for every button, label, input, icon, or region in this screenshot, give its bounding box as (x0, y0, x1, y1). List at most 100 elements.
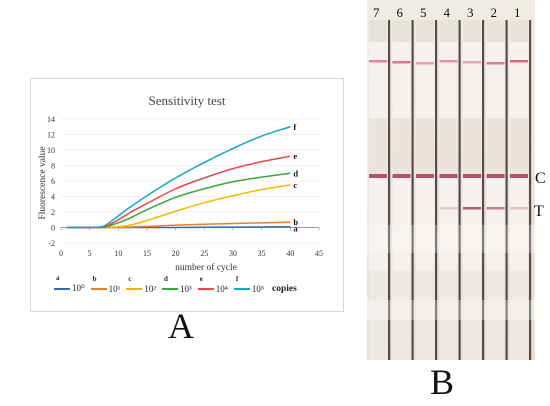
legend-swatch (54, 288, 70, 290)
strip-number-5: 5 (420, 5, 427, 20)
y-tick-label: 8 (51, 162, 55, 171)
y-tick-label: 6 (51, 177, 55, 186)
tick-labels: -2 0 2 4 6 8 10 12 14 0 5 10 15 20 25 30 35 40 45 (47, 115, 323, 258)
strip-upper-band (510, 60, 528, 63)
control-band (510, 174, 528, 178)
strip-number-6: 6 (396, 5, 404, 20)
strip-pad (463, 20, 481, 42)
curve-label-c: c (293, 180, 297, 190)
test-band (510, 207, 528, 210)
strip-edge (505, 20, 508, 360)
curve-labels: ab cde f (293, 122, 298, 234)
strip-edge (529, 20, 532, 360)
y-axis-label: Fluorescence value (38, 146, 48, 219)
x-tick-label: 5 (88, 249, 92, 258)
panel-a-label: A (168, 306, 194, 346)
strip-lower-pad (486, 270, 505, 360)
strip-lower-pad (463, 270, 481, 360)
x-tick-label: 30 (229, 249, 237, 258)
test-strip-5 (416, 20, 438, 360)
strips (367, 20, 535, 360)
strip-number-2: 2 (490, 5, 498, 20)
strip-number-7: 7 (373, 5, 380, 20)
strip-upper-band (486, 62, 505, 65)
control-band (439, 174, 458, 178)
strip-edge (435, 20, 438, 360)
y-tick-label: 10 (47, 146, 55, 155)
strip-upper-band (463, 61, 481, 64)
x-tick-label: 35 (258, 249, 266, 258)
legend-text: 10⁴ (215, 284, 228, 294)
test-line-label: T (534, 203, 544, 220)
strip-shade (439, 118, 458, 178)
legend-item-a: a 10⁰ (54, 274, 85, 294)
series-line-f (66, 126, 291, 229)
y-tick-label: 0 (51, 224, 55, 233)
curve-label-d: d (293, 168, 298, 178)
control-band (486, 174, 505, 178)
strip-lower-pad (392, 270, 411, 360)
chart-title: Sensitivity test (149, 93, 226, 108)
x-tick-label: 40 (286, 249, 294, 258)
legend-letter: e (199, 275, 203, 283)
x-tick-label: 15 (143, 249, 151, 258)
test-strip-3 (463, 20, 485, 360)
strip-number-4: 4 (443, 5, 451, 20)
light-band (367, 300, 535, 320)
strip-shade (369, 118, 387, 178)
fluorescence-chart: Sensitivity test -2 0 2 4 6 8 10 12 14 0 5 10 15 20 25… (38, 93, 323, 273)
panel-b-label: B (430, 362, 455, 402)
legend-text: 10⁰ (72, 283, 85, 293)
legend-swatch (197, 288, 214, 290)
x-tick-label: 25 (200, 249, 208, 258)
legend-swatch (126, 288, 143, 290)
x-tick-label: 20 (172, 249, 180, 258)
y-tick-label: 2 (51, 208, 55, 217)
test-strip-photo (367, 0, 535, 360)
strip-pad (510, 20, 528, 42)
legend-item-b: b 10¹ (90, 275, 120, 294)
grid-lines (61, 118, 319, 244)
series-line-e (66, 155, 291, 229)
x-tick-label: 10 (114, 249, 122, 258)
control-band (463, 174, 481, 178)
strip-upper-band (369, 60, 387, 63)
control-band (392, 174, 411, 178)
legend-letter: b (92, 275, 97, 283)
legend-text: 10⁵ (251, 284, 264, 294)
legend-letter: c (128, 275, 132, 283)
y-tick-label: 4 (51, 193, 55, 202)
test-strip-4 (439, 20, 461, 360)
strip-lower-pad (369, 270, 387, 360)
strip-shade (416, 118, 434, 178)
control-band (369, 174, 387, 178)
y-tick-label: -2 (48, 239, 55, 248)
curve-label-b: b (293, 217, 298, 227)
test-strip-2 (486, 20, 508, 360)
legend-letter: a (56, 274, 60, 282)
y-tick-label: 14 (47, 115, 55, 124)
legend-letter: f (235, 275, 239, 283)
legend-item-e: e 10⁴ (197, 275, 228, 294)
series-line-c (66, 184, 291, 229)
x-tick-label: 45 (315, 249, 323, 258)
legend-item-f: f 10⁵ (233, 275, 264, 294)
strip-pad (392, 20, 411, 42)
strip-pad (416, 20, 434, 42)
legend-item-d: d 10³ (162, 275, 192, 294)
y-tick-label: 12 (47, 131, 55, 140)
control-band (416, 174, 434, 178)
strip-upper-band (439, 60, 458, 63)
test-strip-7 (369, 20, 391, 360)
chart-legend: a 10⁰ b 10¹ c 10² d 10³ e 10⁴ f 10⁵ copies (54, 274, 297, 294)
strip-shade (510, 118, 528, 178)
strip-upper-band (416, 62, 434, 65)
curve-label-e: e (293, 151, 297, 161)
strip-edge (411, 20, 414, 360)
strip-shade (486, 118, 505, 178)
test-band (463, 207, 481, 210)
legend-unit: copies (272, 284, 297, 294)
test-band (439, 207, 458, 210)
line-chart-panel: Sensitivity test -2 0 2 4 6 8 10 12 14 0 5 10 15 20 25… (30, 78, 344, 312)
legend-text: 10² (144, 284, 157, 294)
